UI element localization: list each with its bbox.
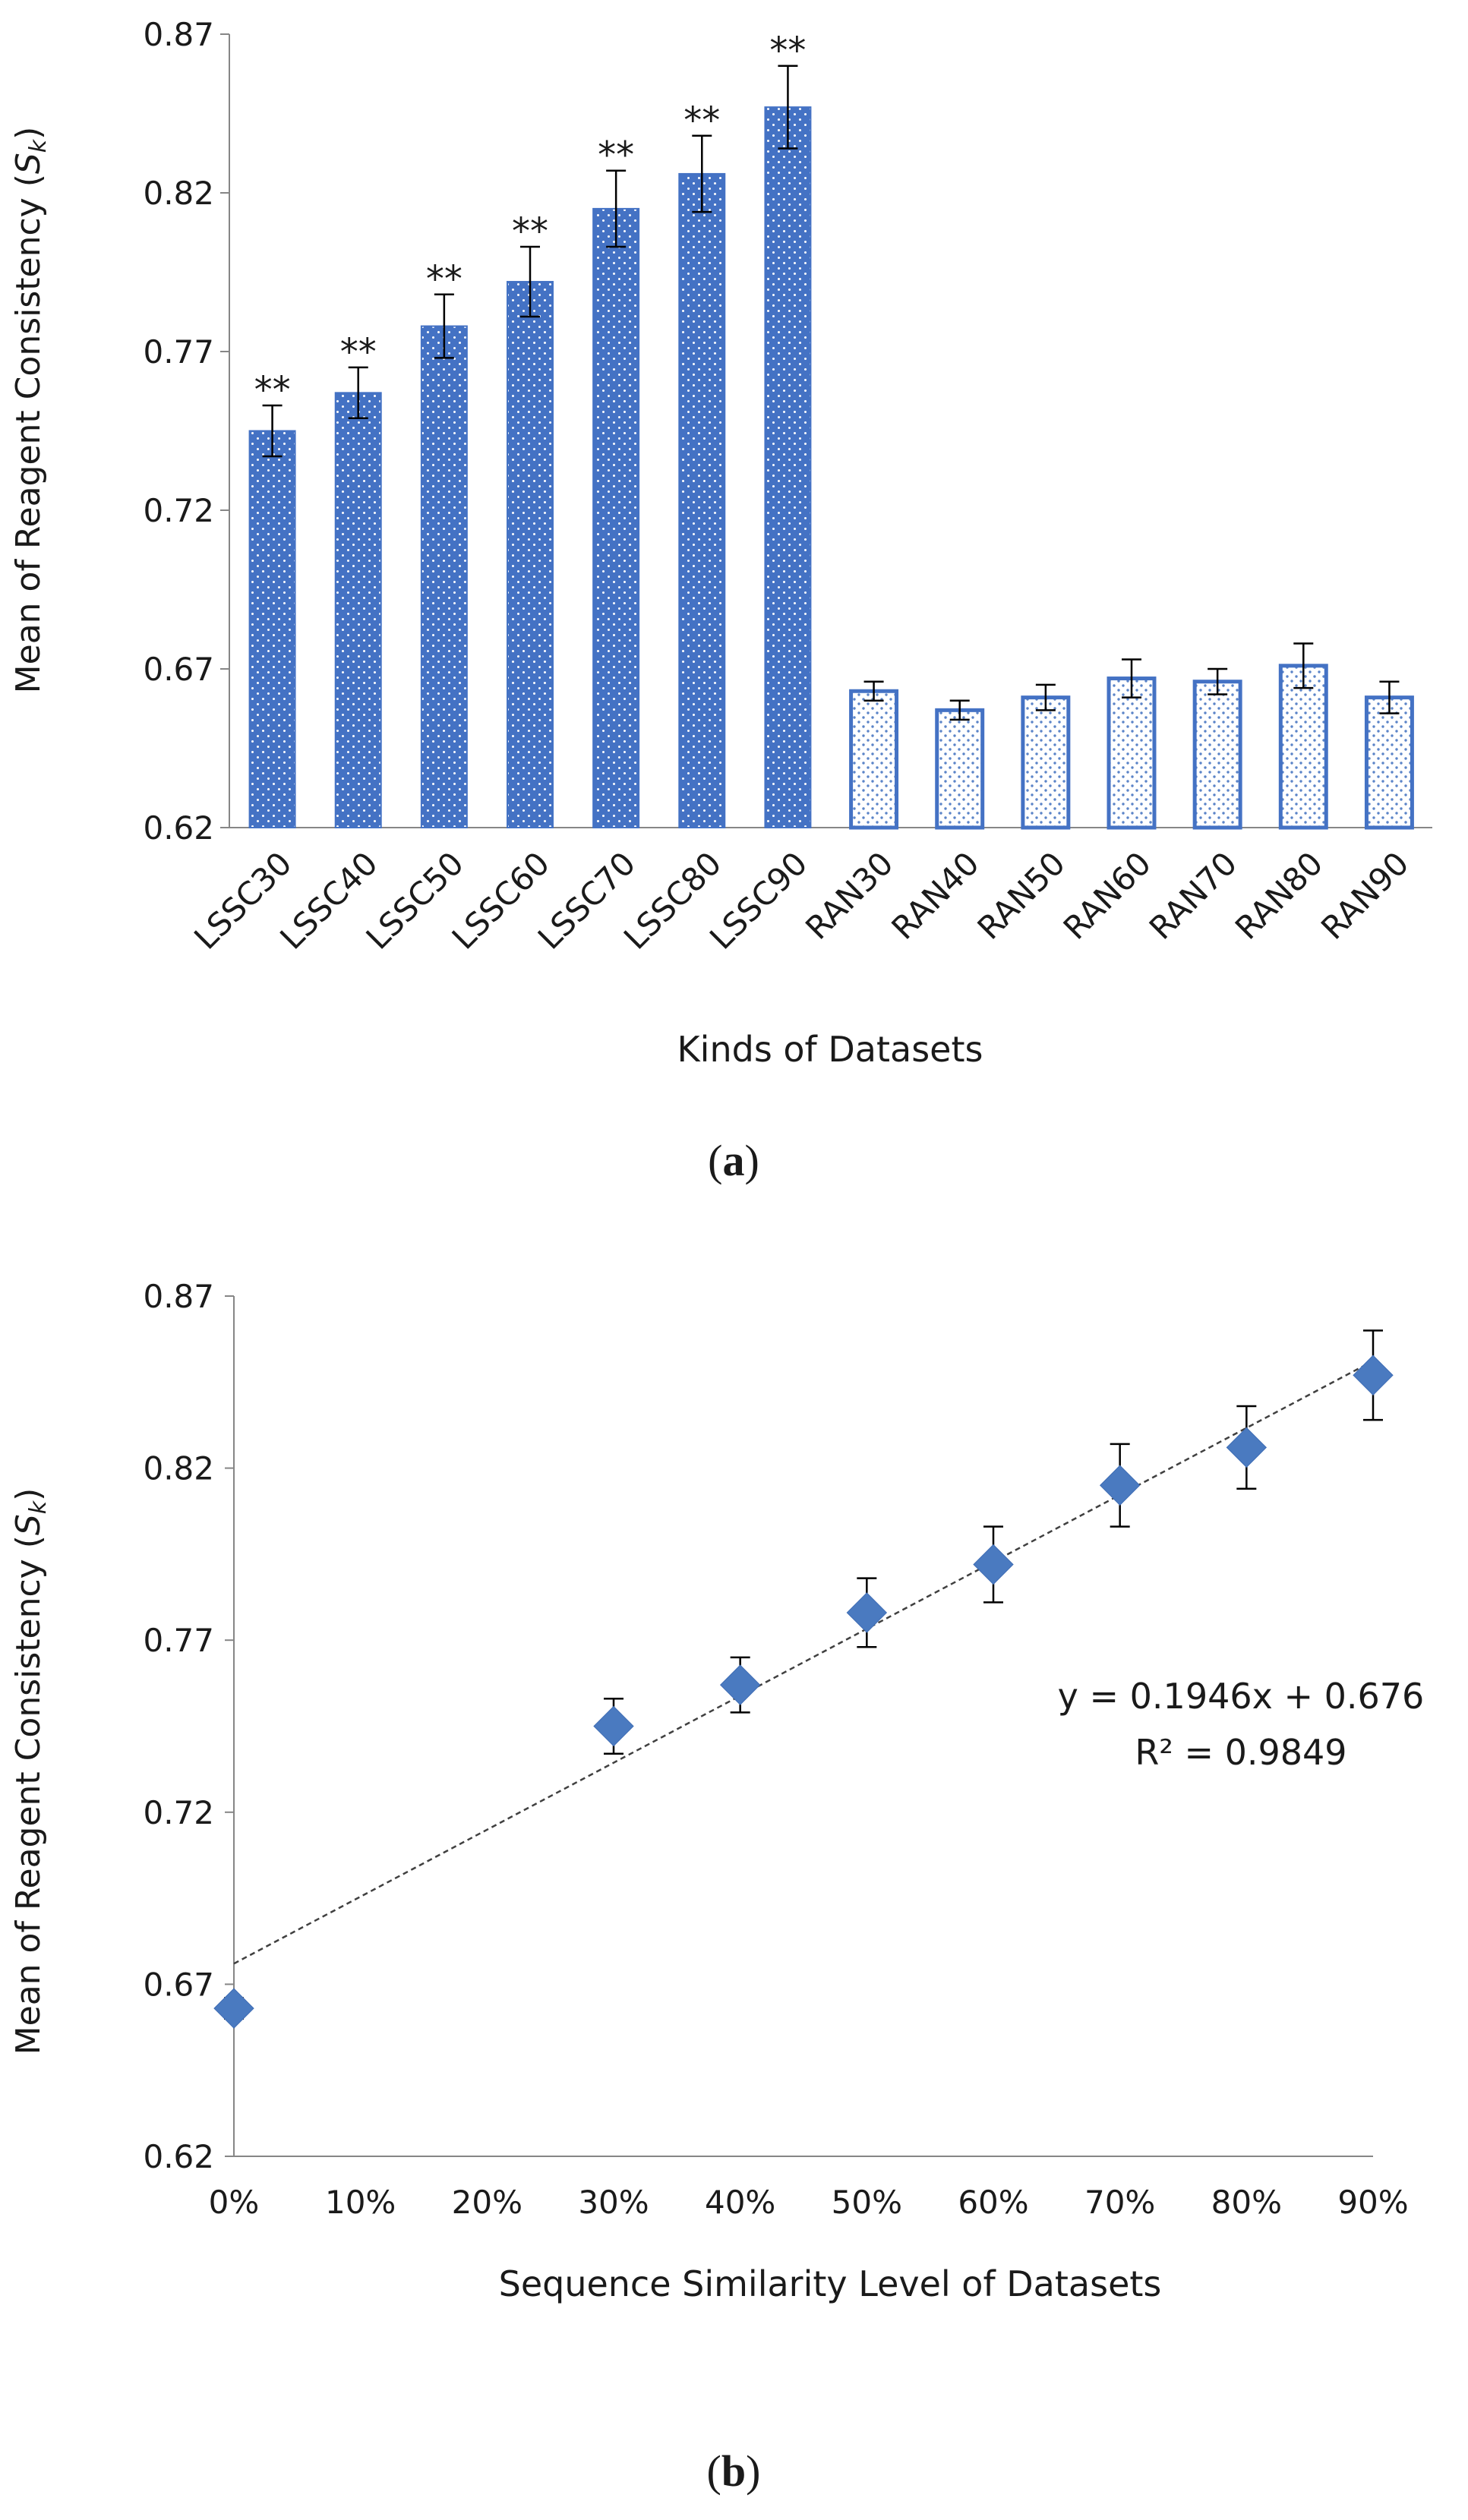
x-tick-label: 30% — [578, 2184, 649, 2221]
x-tick-label: 60% — [958, 2184, 1028, 2221]
significance-mark: ** — [683, 99, 720, 142]
category-label: RAN30 — [798, 844, 900, 946]
bar — [507, 281, 554, 829]
y-tick-label: 0.87 — [143, 16, 214, 53]
category-label: RAN40 — [884, 844, 986, 946]
y-tick-label: 0.82 — [143, 1450, 214, 1487]
data-point — [719, 1664, 761, 1705]
y-axis-title-a: Mean of Reagent Consistency (Sk) — [9, 127, 52, 694]
bar — [678, 172, 726, 829]
bar — [849, 689, 899, 830]
x-tick-label: 0% — [209, 2184, 260, 2221]
significance-mark: ** — [512, 210, 548, 253]
trendline-b — [233, 1360, 1374, 1965]
category-label: LSSC90 — [702, 844, 814, 956]
category-label: RAN70 — [1142, 844, 1244, 946]
x-tick-label: 70% — [1084, 2184, 1155, 2221]
bar — [592, 207, 640, 828]
bars-a — [248, 106, 1414, 830]
y-tick-label: 0.62 — [143, 809, 214, 847]
y-tick-label: 0.87 — [143, 1278, 214, 1315]
y-tick-label: 0.62 — [143, 2138, 214, 2175]
data-point — [973, 1544, 1014, 1585]
significance-mark: ** — [254, 369, 291, 412]
data-point — [1226, 1427, 1268, 1468]
scatter-chart-panel-b: Mean of Reagent Consistency (Sk) 0.620.6… — [9, 1278, 1424, 2496]
y-tick-label: 0.72 — [143, 1794, 214, 1831]
bar — [1107, 677, 1157, 830]
bar — [334, 392, 382, 828]
y-axis-title-b: Mean of Reagent Consistency (Sk) — [9, 1488, 52, 2055]
y-tick-labels-b: 0.62 0.67 0.72 0.77 0.82 0.87 — [143, 1278, 214, 2175]
panel-label-a: (a) — [708, 1136, 759, 1185]
trendline-equation: y = 0.1946x + 0.676 — [1058, 1676, 1425, 1717]
axes-a — [220, 33, 1432, 828]
panel-label-b: (b) — [707, 2446, 761, 2496]
data-point — [213, 1988, 254, 2029]
data-point — [1353, 1355, 1394, 1396]
significance-mark: ** — [426, 258, 462, 301]
bar — [764, 106, 812, 828]
markers-b — [213, 1355, 1394, 2029]
significance-mark: ** — [598, 134, 634, 177]
x-tick-label: 50% — [832, 2184, 902, 2221]
trendline-r-squared: R² = 0.9849 — [1135, 1732, 1346, 1773]
significance-marks-a: ** ** ** ** ** ** ** — [254, 30, 807, 412]
bar — [1278, 664, 1328, 830]
x-tick-label: 80% — [1211, 2184, 1282, 2221]
y-tick-label: 0.77 — [143, 1622, 214, 1659]
x-axis-title-b: Sequence Similarity Level of Datasets — [499, 2263, 1162, 2304]
category-label: RAN90 — [1314, 844, 1416, 946]
bar — [1192, 680, 1242, 830]
bar — [935, 708, 985, 830]
category-label: RAN60 — [1056, 844, 1158, 946]
y-tick-label: 0.82 — [143, 175, 214, 212]
error-bars-a — [262, 65, 1400, 721]
significance-mark: ** — [769, 30, 806, 72]
y-tick-labels-a: 0.62 0.67 0.72 0.77 0.82 0.87 — [143, 16, 214, 847]
x-tick-labels-b: 0% 10% 20% 30% 40% 50% 60% 70% 80% 90% — [209, 2184, 1409, 2221]
data-point — [846, 1592, 888, 1633]
y-tick-label: 0.72 — [143, 492, 214, 529]
error-bars-b — [224, 1329, 1383, 2020]
category-label: RAN80 — [1228, 844, 1330, 946]
bar — [1364, 695, 1414, 830]
x-tick-label: 40% — [705, 2184, 775, 2221]
y-tick-label: 0.67 — [143, 1966, 214, 2003]
category-labels-a: LSSC30LSSC40LSSC50LSSC60LSSC70LSSC80LSSC… — [187, 844, 1416, 956]
data-point — [593, 1705, 634, 1747]
bar — [248, 430, 296, 828]
axes-b — [225, 1295, 1373, 2157]
trendline — [233, 1360, 1374, 1965]
bar — [420, 325, 468, 828]
x-tick-label: 90% — [1337, 2184, 1408, 2221]
data-point — [1099, 1465, 1141, 1506]
significance-mark: ** — [340, 331, 377, 374]
y-tick-label: 0.67 — [143, 651, 214, 688]
bar — [1021, 695, 1071, 830]
x-tick-label: 10% — [325, 2184, 396, 2221]
y-tick-label: 0.77 — [143, 333, 214, 371]
bar-chart-panel-a: Mean of Reagent Consistency (Sk) 0.620.6… — [9, 16, 1432, 1185]
category-label: RAN50 — [971, 844, 1072, 946]
x-axis-title-a: Kinds of Datasets — [677, 1029, 983, 1070]
x-tick-label: 20% — [452, 2184, 522, 2221]
